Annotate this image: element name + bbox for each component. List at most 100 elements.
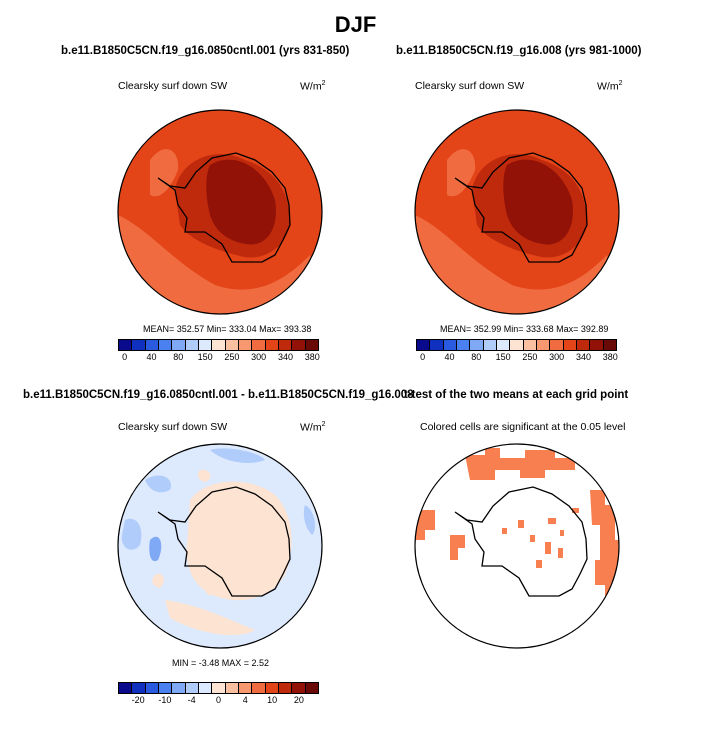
panel2-field-plateau xyxy=(503,159,573,245)
colorbar-swatch xyxy=(292,340,306,350)
colorbar-tick-label: 380 xyxy=(304,352,320,362)
panel3-stats: MIN = -3.48 MAX = 2.52 xyxy=(172,658,270,668)
panel1-title: b.e11.B1850C5CN.f19_g16.0850cntl.001 (yr… xyxy=(61,45,350,57)
colorbar-swatch xyxy=(185,683,199,693)
colorbar-swatch xyxy=(278,683,293,693)
panel4-sig-west xyxy=(415,510,435,540)
colorbar-swatch xyxy=(496,340,511,350)
colorbar-tick-label: 300 xyxy=(251,352,267,362)
colorbar-swatch xyxy=(265,340,279,350)
colorbar-swatch xyxy=(470,340,484,350)
panel3-field-positive xyxy=(186,481,292,601)
panel1-colorbar xyxy=(118,339,319,351)
colorbar-tick-label: 80 xyxy=(471,352,482,362)
colorbar-tick-label: -20 xyxy=(131,695,145,705)
colorbar-swatch xyxy=(238,683,253,693)
colorbar-tick-label: 0 xyxy=(215,695,222,705)
colorbar-swatch xyxy=(172,683,186,693)
colorbar-swatch xyxy=(265,683,279,693)
colorbar-swatch xyxy=(185,340,199,350)
panel1-field-plateau xyxy=(206,159,276,245)
colorbar-swatch xyxy=(305,683,318,693)
panel4-subtitle: Colored cells are significant at the 0.0… xyxy=(420,421,626,433)
colorbar-swatch xyxy=(238,340,253,350)
colorbar-swatch xyxy=(536,340,551,350)
colorbar-swatch xyxy=(158,683,173,693)
panel2-coastline xyxy=(454,152,588,263)
panel3-colorbar xyxy=(118,682,319,694)
colorbar-tick-label: 250 xyxy=(522,352,538,362)
colorbar-tick-label: 380 xyxy=(602,352,618,362)
colorbar-swatch xyxy=(212,683,226,693)
colorbar-swatch xyxy=(603,340,616,350)
colorbar-swatch xyxy=(145,340,159,350)
colorbar-swatch xyxy=(456,340,471,350)
colorbar-tick-label: 80 xyxy=(173,352,184,362)
colorbar-tick-label: 340 xyxy=(575,352,592,362)
panel3-units: W/m2 xyxy=(300,421,326,434)
colorbar-tick-label: 4 xyxy=(242,695,248,705)
panel4-map-border xyxy=(414,443,620,649)
colorbar-tick-label: 250 xyxy=(224,352,240,362)
colorbar-swatch xyxy=(119,683,133,693)
colorbar-swatch xyxy=(563,340,577,350)
colorbar-swatch xyxy=(443,340,457,350)
panel2-colorbar xyxy=(416,339,617,351)
panel1-coastline xyxy=(157,152,291,263)
colorbar-tick-label: -4 xyxy=(187,695,196,705)
panel4-sig-east xyxy=(590,490,619,600)
colorbar-tick-label: 340 xyxy=(277,352,294,362)
colorbar-swatch xyxy=(225,340,239,350)
colorbar-tick-label: 150 xyxy=(495,352,511,362)
colorbar-swatch xyxy=(550,340,564,350)
panel2-map-border xyxy=(414,109,620,315)
colorbar-swatch xyxy=(132,340,146,350)
colorbar-swatch xyxy=(198,340,213,350)
panel1-stats: MEAN= 352.57 Min= 333.04 Max= 393.38 xyxy=(143,324,312,334)
colorbar-swatch xyxy=(198,683,213,693)
panel3-coastline xyxy=(157,486,291,597)
panel4-coastline xyxy=(454,486,588,597)
colorbar-tick-label: 300 xyxy=(549,352,565,362)
colorbar-tick-label: 10 xyxy=(267,695,278,705)
colorbar-tick-label: 40 xyxy=(146,352,157,362)
colorbar-tick-label: 20 xyxy=(293,695,304,705)
colorbar-swatch xyxy=(172,340,186,350)
panel2-units: W/m2 xyxy=(597,80,623,93)
colorbar-tick-label: 0 xyxy=(420,352,426,362)
colorbar-swatch xyxy=(278,340,293,350)
colorbar-tick-label: 0 xyxy=(122,352,128,362)
panel3-map-border xyxy=(117,443,323,649)
colorbar-tick-label: 150 xyxy=(197,352,213,362)
figure-title: DJF xyxy=(334,12,377,37)
colorbar-swatch xyxy=(252,340,266,350)
panel1-map-border xyxy=(117,109,323,315)
panel3-subtitle: Clearsky surf down SW xyxy=(118,421,228,433)
colorbar-swatch xyxy=(212,340,226,350)
colorbar-swatch xyxy=(292,683,306,693)
panel1-subtitle: Clearsky surf down SW xyxy=(118,80,228,92)
colorbar-swatch xyxy=(252,683,266,693)
colorbar-swatch xyxy=(510,340,524,350)
colorbar-swatch xyxy=(576,340,591,350)
panel3-title: b.e11.B1850C5CN.f19_g16.0850cntl.001 - b… xyxy=(23,389,414,401)
panel2-subtitle: Clearsky surf down SW xyxy=(415,80,525,92)
colorbar-tick-label: -10 xyxy=(158,695,172,705)
colorbar-swatch xyxy=(225,683,239,693)
colorbar-swatch xyxy=(523,340,537,350)
panel2-stats: MEAN= 352.99 Min= 333.68 Max= 392.89 xyxy=(440,324,609,334)
colorbar-swatch xyxy=(305,340,318,350)
colorbar-swatch xyxy=(145,683,159,693)
colorbar-tick-label: 40 xyxy=(444,352,455,362)
colorbar-swatch xyxy=(119,340,133,350)
colorbar-swatch xyxy=(417,340,431,350)
colorbar-swatch xyxy=(430,340,444,350)
panel4-title: t-test of the two means at each grid poi… xyxy=(404,389,629,401)
colorbar-swatch xyxy=(158,340,173,350)
panel2-title: b.e11.B1850C5CN.f19_g16.008 (yrs 981-100… xyxy=(396,45,642,57)
panel1-units: W/m2 xyxy=(300,80,326,93)
